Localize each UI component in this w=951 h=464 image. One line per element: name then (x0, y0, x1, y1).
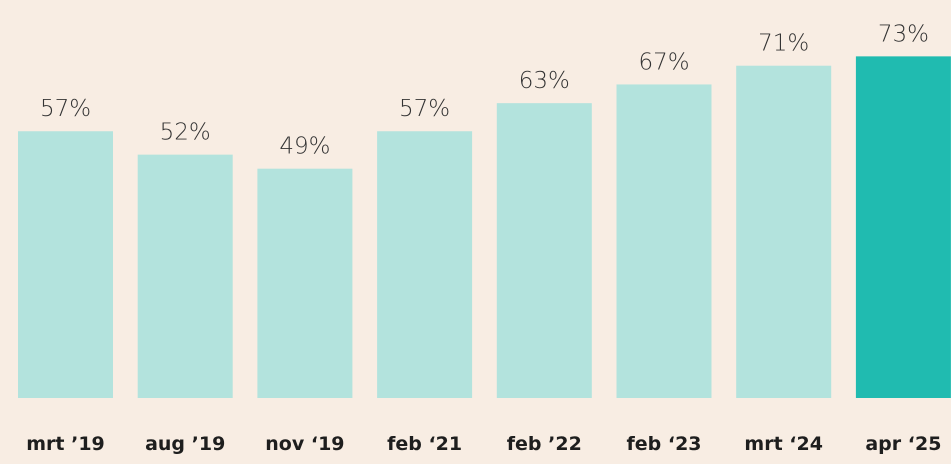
bar (496, 103, 592, 398)
bar (377, 131, 473, 399)
value-label: 67% (638, 49, 689, 75)
x-tick-label: mrt ‘24 (744, 433, 823, 455)
bar (18, 131, 113, 399)
value-label: 57% (399, 96, 450, 122)
x-tick-label: mrt ’19 (26, 433, 105, 455)
value-label: 52% (160, 120, 211, 146)
x-tick-label: nov ‘19 (265, 433, 344, 455)
value-label: 63% (519, 68, 570, 94)
value-label: 57% (40, 96, 91, 122)
value-label: 73% (878, 21, 929, 47)
bar (855, 56, 951, 399)
value-label: 49% (279, 134, 330, 160)
value-label: 71% (758, 31, 809, 57)
bar (257, 168, 353, 398)
x-tick-label: aug ’19 (145, 433, 225, 455)
bar (616, 84, 712, 398)
x-tick-label: apr ‘25 (865, 433, 941, 455)
x-tick-label: feb ’22 (507, 433, 582, 455)
bar (137, 154, 233, 398)
x-tick-label: feb ‘21 (387, 433, 462, 455)
bar (736, 65, 832, 398)
x-tick-label: feb ‘23 (626, 433, 701, 455)
